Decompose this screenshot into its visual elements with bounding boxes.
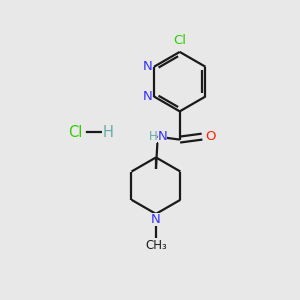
Text: H: H bbox=[102, 125, 113, 140]
Text: Cl: Cl bbox=[68, 125, 83, 140]
Text: N: N bbox=[158, 130, 167, 143]
Text: N: N bbox=[142, 90, 152, 103]
Text: CH₃: CH₃ bbox=[145, 238, 167, 252]
Text: Cl: Cl bbox=[173, 34, 186, 47]
Text: O: O bbox=[205, 130, 216, 143]
Text: N: N bbox=[151, 213, 161, 226]
Text: N: N bbox=[142, 60, 152, 73]
Text: H: H bbox=[148, 130, 157, 143]
